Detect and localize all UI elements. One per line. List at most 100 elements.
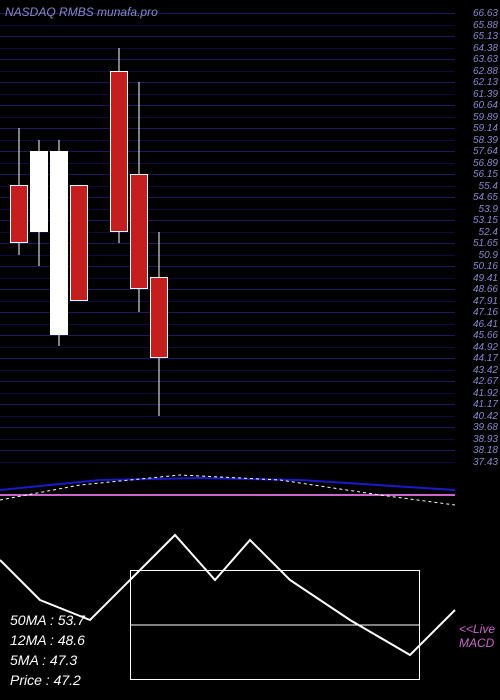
price-tick: 41.17 [473,399,498,411]
site-label: munafa.pro [97,5,158,19]
symbol-label: RMBS [59,5,94,19]
price-tick: 65.88 [473,20,498,32]
gridline [0,151,455,152]
live-label: <<Live [459,622,495,636]
price-tick: 61.39 [473,89,498,101]
gridline [0,358,455,359]
gridline [0,289,455,290]
candle [10,128,28,255]
price-tick: 66.63 [473,8,498,20]
info-line: Price : 47.2 [10,670,85,690]
gridline [0,48,455,49]
gridline [0,105,455,106]
gridline [0,163,455,164]
price-tick: 59.89 [473,112,498,124]
price-tick: 41.92 [473,388,498,400]
candle [30,140,48,266]
candle [110,48,128,244]
price-tick: 53.15 [473,215,498,227]
price-tick: 40.42 [473,411,498,423]
gridline [0,128,455,129]
gridline [0,140,455,141]
price-tick: 45.66 [473,330,498,342]
price-tick: 56.15 [473,169,498,181]
gridline [0,312,455,313]
candle [50,140,68,347]
indicator-box [130,570,420,680]
price-tick: 39.68 [473,422,498,434]
gridline [0,174,455,175]
gridline [0,324,455,325]
info-line: 5MA : 47.3 [10,650,85,670]
gridline [0,232,455,233]
price-tick: 52.4 [473,227,498,239]
price-tick: 47.16 [473,307,498,319]
price-tick: 59.14 [473,123,498,135]
price-tick: 43.42 [473,365,498,377]
price-axis: 66.6365.8865.1364.3863.6362.8862.1361.39… [473,8,498,468]
candle [150,232,168,416]
candle [70,185,88,300]
exchange-label: NASDAQ [5,5,56,19]
price-tick: 44.92 [473,342,498,354]
ma-line [0,475,455,505]
candle [130,82,148,312]
info-panel: 50MA : 53.712MA : 48.65MA : 47.3Price : … [10,610,85,690]
price-tick: 65.13 [473,31,498,43]
gridline [0,370,455,371]
gridline [0,71,455,72]
gridline [0,117,455,118]
gridline [0,220,455,221]
chart-header: NASDAQ RMBS munafa.pro [5,5,158,19]
price-tick: 38.18 [473,445,498,457]
price-tick: 54.65 [473,192,498,204]
price-tick: 50.16 [473,261,498,273]
gridline [0,94,455,95]
gridline [0,301,455,302]
gridline [0,416,455,417]
price-tick: 50.9 [473,250,498,262]
gridline [0,25,455,26]
price-tick: 48.66 [473,284,498,296]
price-tick: 57.64 [473,146,498,158]
price-tick: 55.4 [473,181,498,193]
gridline [0,197,455,198]
price-tick: 58.39 [473,135,498,147]
gridline [0,335,455,336]
price-tick: 38.93 [473,434,498,446]
gridline [0,347,455,348]
gridline [0,266,455,267]
stock-chart: NASDAQ RMBS munafa.pro 66.6365.8865.1364… [0,0,500,700]
price-tick: 62.13 [473,77,498,89]
gridline [0,36,455,37]
price-tick: 44.17 [473,353,498,365]
gridline [0,439,455,440]
gridline [0,462,455,463]
price-tick: 42.67 [473,376,498,388]
price-tick: 51.65 [473,238,498,250]
gridline [0,393,455,394]
price-tick: 60.64 [473,100,498,112]
macd-labels: <<Live MACD [459,622,495,650]
gridline [0,186,455,187]
price-tick: 56.89 [473,158,498,170]
macd-text: MACD [459,636,495,650]
ma-line [0,478,455,490]
price-tick: 46.41 [473,319,498,331]
price-tick: 64.38 [473,43,498,55]
gridline [0,59,455,60]
gridline [0,450,455,451]
gridline [0,381,455,382]
gridline [0,404,455,405]
gridline [0,82,455,83]
gridline [0,255,455,256]
price-tick: 63.63 [473,54,498,66]
price-tick: 62.88 [473,66,498,78]
gridline [0,278,455,279]
gridline [0,243,455,244]
price-tick: 49.41 [473,273,498,285]
price-tick: 37.43 [473,457,498,469]
info-line: 12MA : 48.6 [10,630,85,650]
price-tick: 53.9 [473,204,498,216]
gridline [0,427,455,428]
